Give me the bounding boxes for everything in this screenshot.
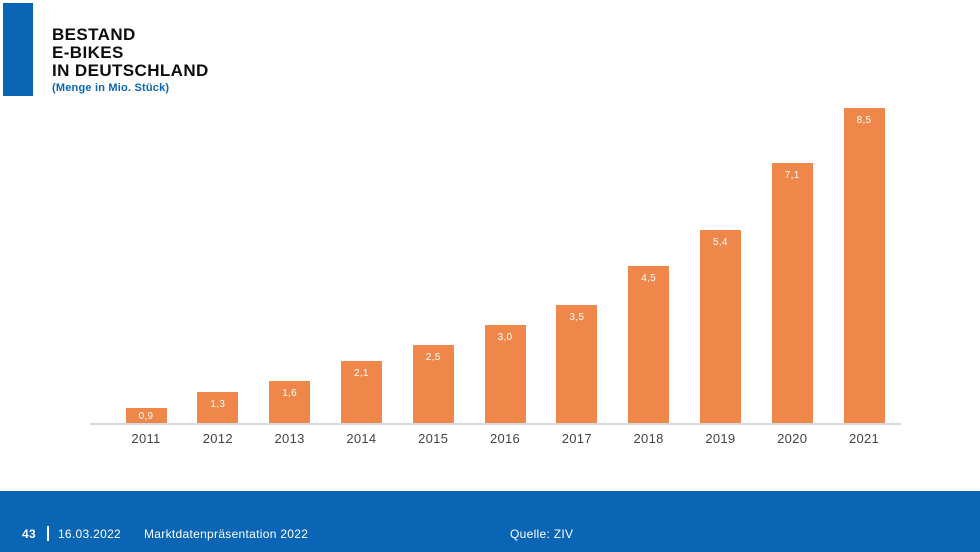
bar-value-label: 3,0 (497, 332, 513, 344)
x-axis-label-2011: 2011 (131, 431, 161, 446)
bar-value-label: 7,1 (784, 170, 800, 181)
x-axis-label-2013: 2013 (274, 431, 305, 446)
x-axis-label-2019: 2019 (705, 431, 736, 446)
x-axis-label-2021: 2021 (848, 431, 880, 446)
footer-date: 16.03.2022 (57, 526, 122, 541)
page-title: BESTAND E-BIKES IN DEUTSCHLAND (52, 26, 209, 80)
bar-value-label: 8,5 (856, 114, 872, 126)
bar-2019: 5,4 (699, 230, 741, 424)
page-number: 43 (22, 526, 36, 541)
footer-presentation-title: Marktdatenpräsentation 2022 (144, 526, 309, 541)
bar-value-label: 1,6 (282, 387, 297, 399)
chart-title-block: BESTAND E-BIKES IN DEUTSCHLAND (Menge in… (52, 26, 209, 95)
bar-2015: 2,5 (412, 344, 454, 424)
bar-value-label: 3,5 (569, 312, 585, 324)
x-axis-line (90, 423, 901, 425)
bar-2013: 1,6 (269, 380, 311, 424)
title-line-2: E-BIKES (52, 43, 124, 62)
bar-value-label: 1,3 (210, 399, 226, 411)
bar-value-label: 0,9 (138, 410, 154, 422)
chart-subtitle: (Menge in Mio. Stück) (52, 82, 170, 94)
x-axis-label-2016: 2016 (489, 431, 521, 446)
accent-bar (3, 3, 33, 96)
footer-bar: 43 16.03.2022 Marktdatenpräsentation 202… (0, 491, 980, 552)
x-axis-label-2017: 2017 (561, 431, 592, 446)
bar-2020: 7,1 (771, 163, 813, 424)
x-axis-label-2018: 2018 (633, 431, 664, 446)
bar-2012: 1,3 (197, 392, 239, 424)
x-axis-label-2015: 2015 (418, 431, 449, 446)
bar-value-label: 2,1 (353, 367, 369, 379)
x-axis-label-2020: 2020 (777, 431, 808, 446)
bar-2014: 2,1 (340, 360, 382, 424)
bar-2021: 8,5 (843, 107, 885, 424)
bar-2011: 0,9 (125, 408, 167, 424)
title-line-3: IN DEUTSCHLAND (52, 61, 209, 80)
title-line-1: BESTAND (52, 25, 136, 44)
footer-left-group: 43 16.03.2022 Marktdatenpräsentation 202… (22, 526, 308, 541)
bar-2016: 3,0 (484, 325, 526, 424)
bar-value-label: 5,4 (712, 237, 728, 249)
bar-value-label: 2,5 (425, 351, 441, 363)
source-label: Quelle: ZIV (510, 527, 574, 541)
bar-2017: 3,5 (556, 305, 598, 424)
footer-divider (46, 526, 49, 541)
bar-value-label: 4,5 (641, 272, 656, 284)
x-axis-label-2012: 2012 (202, 431, 233, 446)
bar-2018: 4,5 (628, 265, 670, 424)
x-axis-label-2014: 2014 (346, 431, 377, 446)
